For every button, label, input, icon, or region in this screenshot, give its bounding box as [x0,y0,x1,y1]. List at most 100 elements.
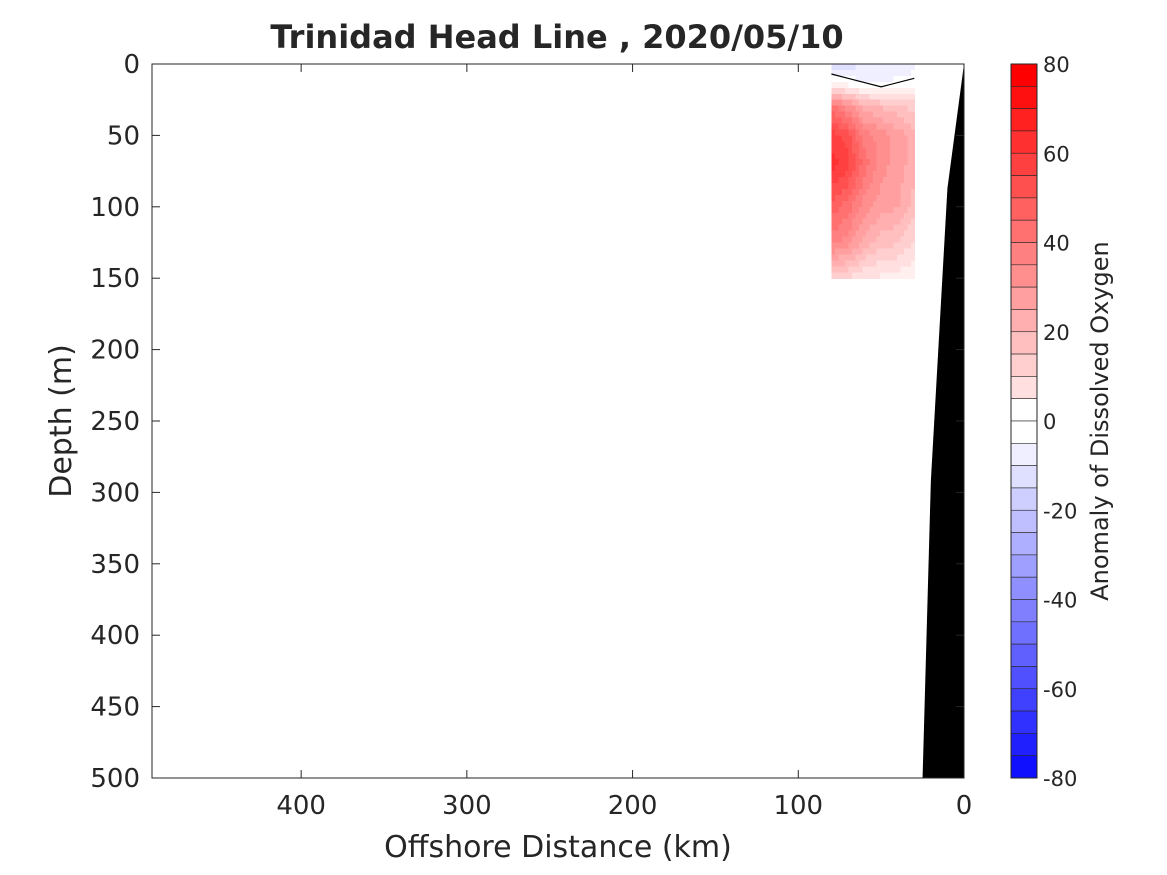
anomaly-cell [872,260,877,267]
anomaly-cell [907,105,912,113]
anomaly-cell [910,165,915,172]
anomaly-cell [872,123,877,131]
anomaly-cell [831,123,836,131]
anomaly-cell [879,236,884,244]
anomaly-cell [886,230,891,238]
anomaly-cell [831,272,836,279]
anomaly-cell [886,177,891,184]
anomaly-cell [845,105,850,113]
anomaly-cell [910,188,915,196]
anomaly-cell [859,188,864,196]
anomaly-cell [841,254,846,261]
anomaly-cell [907,141,912,148]
anomaly-cell [907,81,912,89]
anomaly-cell [845,153,850,160]
anomaly-cell [907,194,912,202]
x-tick-label: 400 [276,791,326,821]
anomaly-cell [879,194,884,202]
anomaly-cell [841,159,846,166]
anomaly-cell [834,105,839,113]
anomaly-cell [879,218,884,226]
x-axis-label: Offshore Distance (km) [384,830,732,865]
anomaly-cell [879,248,884,255]
y-tick-label: 200 [90,336,140,366]
anomaly-cell [855,69,860,77]
anomaly-cell [855,105,860,113]
anomaly-cell [859,224,864,232]
anomaly-cell [834,254,839,261]
anomaly-cell [872,212,877,220]
anomaly-cell [900,218,905,226]
anomaly-cell [893,260,898,267]
anomaly-cell [838,69,843,77]
anomaly-cell [848,64,853,71]
anomaly-cell [845,224,850,232]
anomaly-cell [893,147,898,154]
anomaly-cell [910,183,915,190]
anomaly-cell [893,75,898,83]
anomaly-cell [886,153,891,160]
anomaly-cell [907,87,912,95]
anomaly-cell [848,123,853,131]
anomaly-cell [886,272,891,279]
anomaly-cell [883,218,888,226]
anomaly-cell [879,159,884,166]
anomaly-cell [869,123,874,131]
anomaly-cell [886,206,891,214]
anomaly-cell [903,135,908,142]
anomaly-cell [883,69,888,77]
colorbar-band [1010,264,1038,288]
anomaly-cell [907,153,912,160]
anomaly-cell [886,111,891,119]
anomaly-cell [852,123,857,131]
anomaly-cell [859,177,864,184]
anomaly-cell [872,236,877,244]
anomaly-cell [872,224,877,232]
anomaly-cell [834,93,839,101]
anomaly-cell [852,129,857,136]
anomaly-cell [834,171,839,178]
anomaly-cell [876,171,881,178]
anomaly-cell [841,165,846,172]
anomaly-cell [883,224,888,232]
anomaly-cell [841,64,846,71]
anomaly-cell [841,194,846,202]
anomaly-cell [852,135,857,142]
anomaly-cell [831,69,836,77]
anomaly-cell [907,266,912,273]
anomaly-cell [872,200,877,208]
anomaly-cell [845,81,850,89]
anomaly-cell [838,177,843,184]
anomaly-cell [855,230,860,238]
anomaly-cell [903,99,908,107]
anomaly-cell [852,200,857,208]
anomaly-cell [852,260,857,267]
anomaly-cell [848,117,853,125]
anomaly-cell [831,177,836,184]
anomaly-cell [855,183,860,190]
anomaly-cell [834,272,839,279]
anomaly-cell [910,242,915,250]
anomaly-cell [865,123,871,131]
colorbar-tick-label: 40 [1043,232,1070,256]
anomaly-cell [886,147,891,154]
anomaly-cell [869,135,874,142]
anomaly-cell [893,242,898,250]
anomaly-cell [855,147,860,154]
anomaly-cell [883,177,888,184]
anomaly-cell [886,194,891,202]
colorbar-band [1010,331,1038,355]
anomaly-cell [855,87,860,95]
anomaly-cell [879,123,884,131]
anomaly-cell [900,69,905,77]
anomaly-cell [897,69,902,77]
colorbar-band [1010,108,1038,132]
anomaly-cell [838,93,843,101]
anomaly-cell [879,64,884,71]
anomaly-cell [869,153,874,160]
anomaly-cell [848,177,853,184]
anomaly-cell [852,99,857,107]
anomaly-cell [879,153,884,160]
anomaly-cell [855,218,860,226]
anomaly-cell [910,64,915,71]
